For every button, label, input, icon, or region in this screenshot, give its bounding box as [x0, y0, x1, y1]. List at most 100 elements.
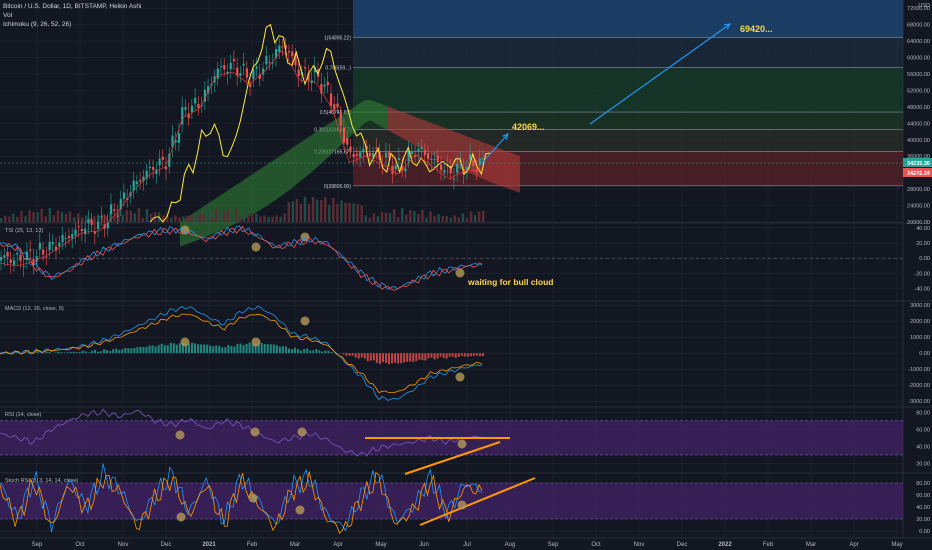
- candle-body[interactable]: [249, 82, 252, 88]
- candle-body[interactable]: [42, 249, 45, 255]
- macd-pane[interactable]: MACD (12, 26, close, 9): [0, 305, 484, 401]
- candle-body[interactable]: [48, 241, 51, 251]
- candle-body[interactable]: [359, 152, 362, 158]
- candle-body[interactable]: [291, 51, 294, 57]
- candle-body[interactable]: [258, 74, 261, 79]
- stoch-rsi-pane[interactable]: Stoch RSI (3, 3, 14, 14, close): [0, 463, 903, 534]
- candle-body[interactable]: [229, 62, 232, 70]
- candle-body[interactable]: [171, 135, 174, 148]
- candle-body[interactable]: [372, 153, 375, 158]
- candle-body[interactable]: [197, 104, 200, 109]
- candle-body[interactable]: [339, 112, 342, 126]
- candle-body[interactable]: [404, 168, 407, 172]
- candle-body[interactable]: [106, 222, 109, 229]
- candle-body[interactable]: [401, 165, 404, 171]
- candle-body[interactable]: [443, 170, 446, 173]
- candle-body[interactable]: [145, 170, 148, 179]
- candle-body[interactable]: [242, 63, 245, 66]
- candle-body[interactable]: [449, 165, 452, 174]
- candle-body[interactable]: [465, 167, 469, 173]
- candle-body[interactable]: [207, 86, 210, 94]
- candle-body[interactable]: [475, 169, 478, 173]
- candle-body[interactable]: [265, 55, 268, 65]
- candle-body[interactable]: [365, 145, 368, 150]
- candle-body[interactable]: [35, 256, 38, 263]
- candle-body[interactable]: [0, 256, 3, 261]
- candle-body[interactable]: [232, 58, 236, 62]
- candle-body[interactable]: [139, 180, 142, 182]
- candle-body[interactable]: [297, 69, 300, 76]
- candle-body[interactable]: [326, 81, 329, 86]
- candle-body[interactable]: [61, 234, 64, 243]
- candle-body[interactable]: [181, 107, 184, 125]
- candle-body[interactable]: [93, 231, 97, 234]
- candle-body[interactable]: [71, 233, 74, 239]
- candle-body[interactable]: [278, 45, 281, 52]
- candle-body[interactable]: [236, 67, 239, 76]
- candle-body[interactable]: [45, 256, 48, 258]
- candle-body[interactable]: [203, 89, 206, 102]
- candle-body[interactable]: [439, 164, 443, 171]
- candle-body[interactable]: [223, 65, 226, 70]
- candle-body[interactable]: [51, 242, 54, 245]
- candle-body[interactable]: [84, 228, 87, 235]
- candle-body[interactable]: [9, 259, 12, 263]
- candle-body[interactable]: [58, 242, 61, 247]
- candle-body[interactable]: [158, 158, 161, 166]
- candle-body[interactable]: [397, 158, 401, 161]
- candle-body[interactable]: [29, 249, 32, 251]
- candle-body[interactable]: [168, 153, 171, 167]
- candle-body[interactable]: [109, 204, 113, 215]
- candle-body[interactable]: [271, 62, 274, 64]
- candle-body[interactable]: [268, 61, 271, 63]
- candle-body[interactable]: [142, 176, 145, 181]
- candle-body[interactable]: [384, 152, 388, 158]
- candle-body[interactable]: [219, 66, 223, 68]
- candle-body[interactable]: [336, 103, 339, 108]
- candle-body[interactable]: [427, 152, 430, 160]
- candle-body[interactable]: [74, 229, 77, 236]
- candle-body[interactable]: [342, 127, 346, 144]
- candle-body[interactable]: [394, 165, 397, 170]
- candle-body[interactable]: [346, 138, 349, 145]
- candle-body[interactable]: [148, 166, 152, 169]
- candle-body[interactable]: [122, 192, 126, 200]
- candle-body[interactable]: [3, 255, 6, 258]
- candle-body[interactable]: [320, 83, 323, 94]
- candle-body[interactable]: [116, 215, 119, 217]
- candle-body[interactable]: [90, 219, 93, 225]
- candle-body[interactable]: [262, 68, 265, 75]
- candle-body[interactable]: [313, 66, 316, 73]
- candle-body[interactable]: [252, 68, 255, 80]
- candle-body[interactable]: [184, 107, 187, 110]
- candle-body[interactable]: [152, 166, 155, 170]
- candle-body[interactable]: [155, 169, 158, 174]
- candle-body[interactable]: [38, 242, 42, 250]
- candle-body[interactable]: [216, 68, 219, 79]
- candle-body[interactable]: [77, 226, 80, 228]
- candle-body[interactable]: [323, 84, 326, 87]
- candle-body[interactable]: [287, 50, 291, 53]
- candle-body[interactable]: [161, 156, 164, 160]
- candle-body[interactable]: [294, 54, 297, 66]
- candle-body[interactable]: [284, 44, 287, 49]
- candle-body[interactable]: [200, 104, 203, 107]
- candle-body[interactable]: [187, 113, 190, 119]
- candle-body[interactable]: [194, 97, 197, 104]
- candle-body[interactable]: [478, 158, 481, 166]
- candle-body[interactable]: [32, 259, 35, 266]
- candle-body[interactable]: [362, 148, 365, 153]
- candle-body[interactable]: [355, 154, 359, 156]
- candle-body[interactable]: [255, 66, 258, 69]
- candle-body[interactable]: [417, 148, 420, 152]
- candle-body[interactable]: [87, 219, 90, 224]
- candle-body[interactable]: [368, 152, 371, 157]
- candle-body[interactable]: [135, 181, 139, 185]
- rsi-pane[interactable]: RSI (14, close): [0, 408, 903, 475]
- candle-body[interactable]: [22, 266, 25, 268]
- tsi-pane[interactable]: TSI (25, 13, 13) waiting for bull cloud: [0, 225, 903, 291]
- candle-body[interactable]: [274, 49, 278, 58]
- candle-body[interactable]: [352, 154, 355, 157]
- candle-body[interactable]: [281, 46, 284, 48]
